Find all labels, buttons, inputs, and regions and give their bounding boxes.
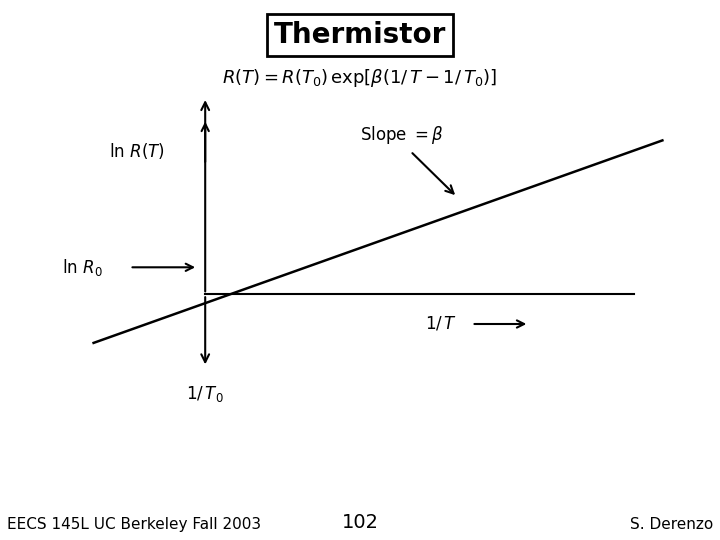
Text: $\ln\,R_0$: $\ln\,R_0$	[63, 257, 103, 278]
Text: $1/\,T_0$: $1/\,T_0$	[186, 384, 224, 404]
Text: 102: 102	[341, 513, 379, 532]
Text: Slope $=\beta$: Slope $=\beta$	[360, 124, 444, 146]
Text: Thermistor: Thermistor	[274, 21, 446, 49]
Text: S. Derenzo: S. Derenzo	[629, 517, 713, 532]
Text: $1/\,T$: $1/\,T$	[425, 315, 457, 333]
Text: $R(T) = R(T_0)\,\exp[\beta(1/\,T - 1/\,T_0)]$: $R(T) = R(T_0)\,\exp[\beta(1/\,T - 1/\,T…	[222, 68, 498, 89]
Text: $\ln\,R(T)$: $\ln\,R(T)$	[109, 141, 165, 161]
Text: EECS 145L UC Berkeley Fall 2003: EECS 145L UC Berkeley Fall 2003	[7, 517, 261, 532]
